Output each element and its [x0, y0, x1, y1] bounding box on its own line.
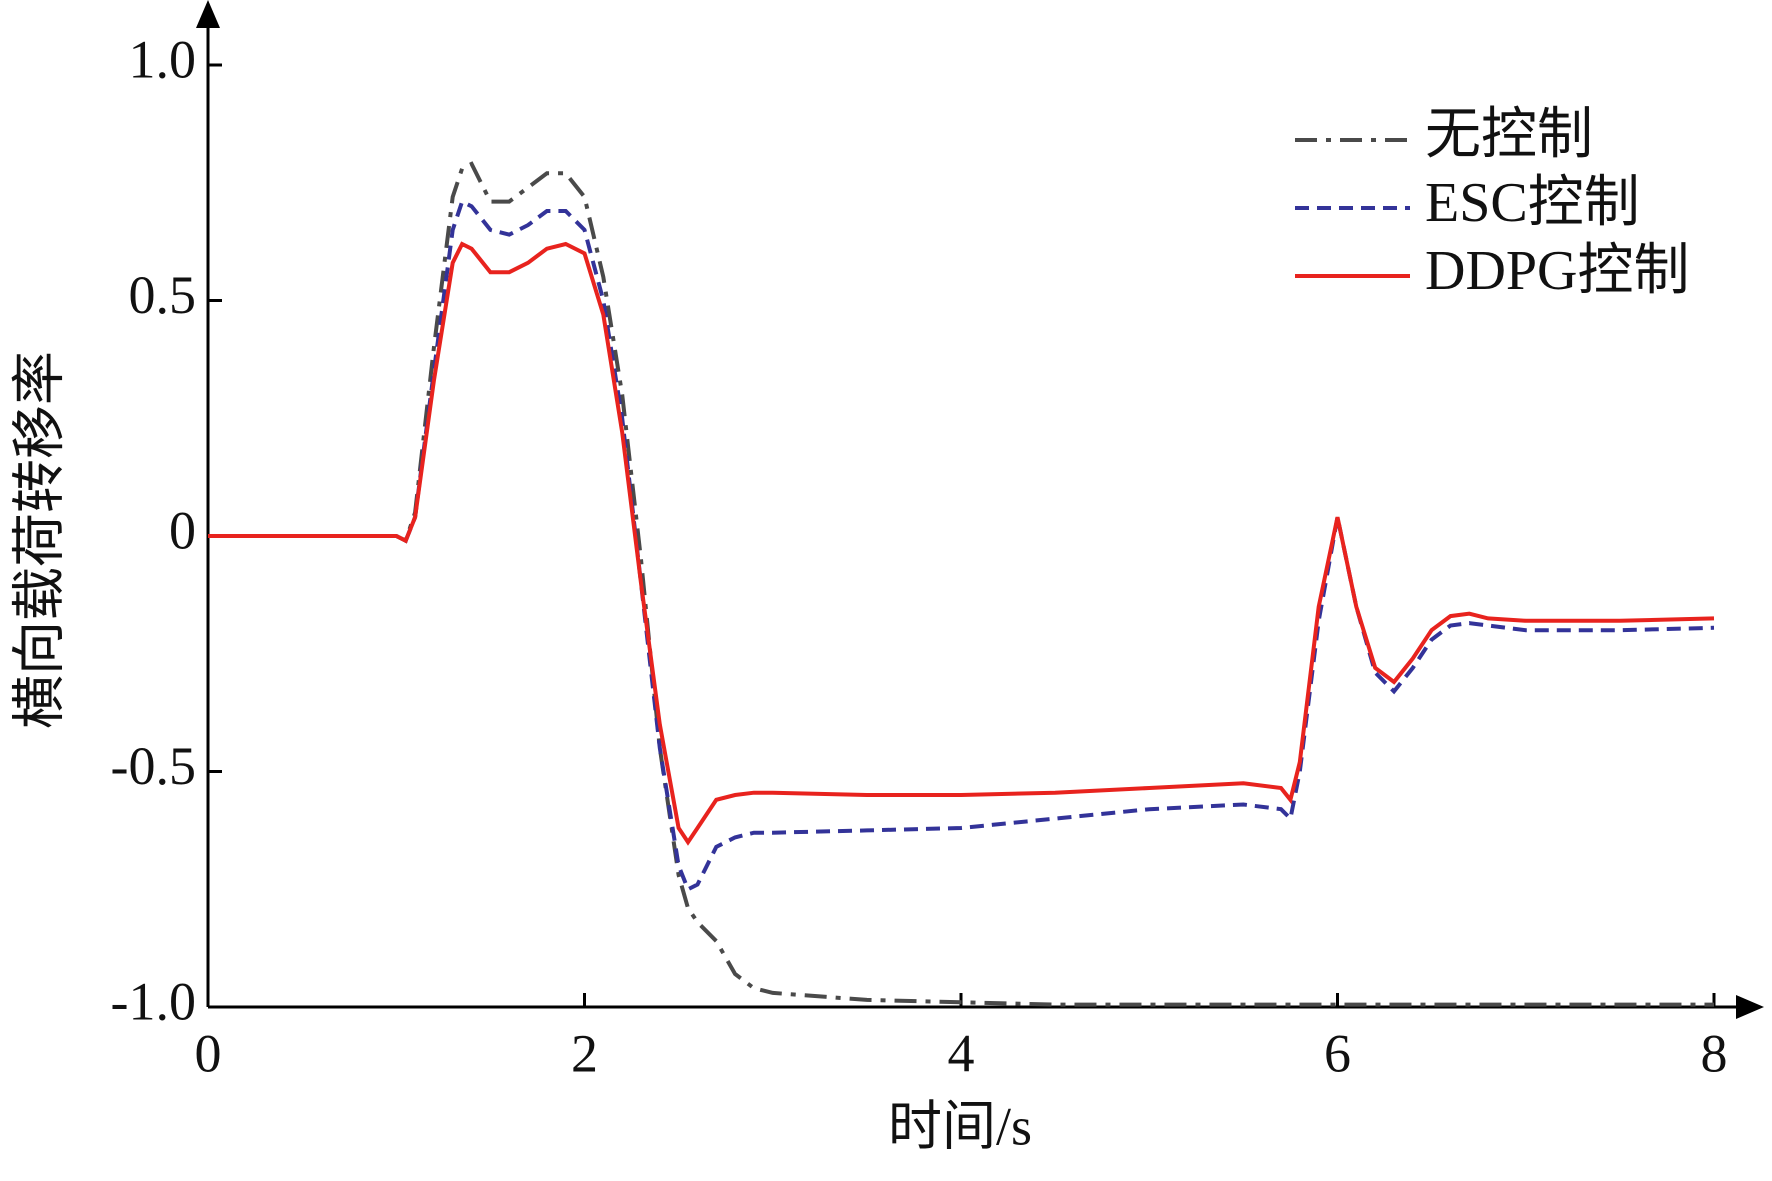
x-tick-label: 4 [948, 1023, 975, 1083]
y-axis-arrow [196, 0, 220, 28]
series-line [208, 198, 1715, 893]
legend-label: DDPG控制 [1425, 240, 1689, 302]
series-line [208, 161, 1714, 1007]
legend-label: 无控制 [1425, 104, 1593, 166]
x-axis-label: 时间/s [888, 1096, 1032, 1156]
x-tick-label: 0 [195, 1023, 222, 1083]
x-tick-label: 8 [1701, 1023, 1728, 1083]
x-tick-label: 2 [571, 1023, 598, 1083]
y-tick-label: -0.5 [111, 736, 196, 796]
x-tick-label: 6 [1324, 1023, 1351, 1083]
series-line [208, 241, 1715, 846]
y-axis-label: 横向载荷转移率 [9, 351, 69, 729]
legend-label: ESC控制 [1425, 172, 1640, 234]
y-tick-label: 0.5 [129, 265, 197, 325]
y-tick-label: 0 [169, 500, 196, 560]
y-tick-label: 1.0 [129, 29, 197, 89]
x-axis-arrow [1736, 995, 1764, 1019]
y-tick-label: -1.0 [111, 971, 196, 1031]
